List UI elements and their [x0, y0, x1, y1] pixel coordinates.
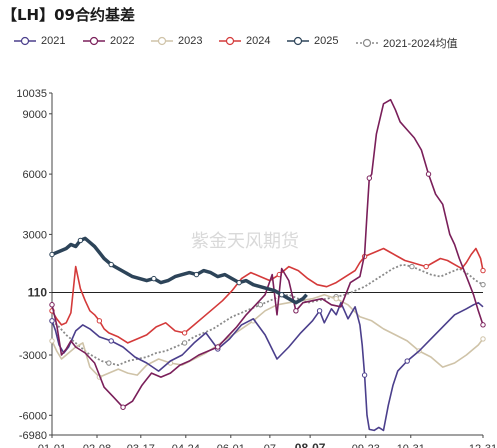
x-tick-label: 12-31	[469, 443, 497, 448]
series-marker	[49, 302, 55, 308]
series-marker	[236, 279, 242, 286]
chart-canvas: 10035 9000 6000 3000 110 -3000 -6000 -698001-01…	[16, 88, 497, 448]
series-marker	[106, 360, 112, 366]
series-marker	[279, 292, 285, 298]
series-marker	[404, 358, 410, 364]
legend-swatch-icon	[287, 36, 309, 46]
x-tick-label: 01-01	[38, 443, 66, 448]
series-marker	[120, 404, 126, 410]
series-marker	[49, 338, 55, 344]
legend-item-2023: 2023	[151, 35, 202, 47]
series-marker	[96, 318, 103, 324]
y-tick-label: -6000	[19, 410, 47, 422]
x-tick-label: 06-01	[217, 443, 245, 448]
series-marker	[215, 344, 221, 350]
legend-item-2024: 2024	[219, 35, 270, 47]
series-marker	[316, 308, 323, 314]
x-tick-label: 10-31	[397, 443, 425, 448]
series-marker	[480, 281, 486, 288]
x-tick-label: 07	[264, 443, 276, 448]
series-marker	[181, 340, 188, 346]
legend-swatch-icon	[219, 36, 241, 46]
legend-swatch-icon	[14, 36, 36, 46]
y-tick-label: -3000	[19, 350, 47, 362]
y-tick-label: 6000	[23, 169, 47, 181]
x-tick-label: 04-24	[172, 443, 200, 448]
watermark: 紫金天风期货	[191, 231, 299, 252]
series-marker	[366, 175, 373, 181]
y-tick-label: 10035	[16, 88, 47, 100]
y-tick-label: -6980	[19, 430, 47, 442]
series-marker	[151, 275, 157, 282]
chart-title: 【LH】09合约基差	[2, 6, 135, 24]
series-line-2022	[51, 98, 484, 409]
series-marker	[423, 263, 429, 270]
legend-label: 2022	[110, 35, 135, 47]
series-marker	[49, 251, 55, 258]
legend-swatch-icon	[356, 38, 378, 48]
legend-label: 2021	[41, 35, 66, 47]
series-marker	[193, 271, 200, 278]
legend-item-2022: 2022	[83, 35, 134, 47]
series-marker	[77, 237, 84, 244]
series-marker	[480, 336, 486, 342]
series-marker	[480, 267, 486, 274]
series-marker	[181, 330, 188, 336]
legend-label: 2021-2024均值	[383, 38, 458, 50]
series-marker	[293, 308, 299, 314]
legend-label: 2025	[314, 35, 339, 47]
y-tick-label: 3000	[23, 229, 47, 241]
legend-swatch-icon	[151, 36, 173, 46]
legend-swatch-icon	[83, 36, 105, 46]
series-marker	[49, 318, 55, 324]
legend-label: 2024	[246, 35, 271, 47]
series-marker	[333, 296, 339, 302]
x-tick-label: 08-07	[295, 441, 326, 448]
series-marker	[361, 372, 368, 378]
series-line-2021	[51, 301, 484, 432]
series-marker	[108, 338, 114, 344]
series-marker	[257, 302, 264, 308]
y-tick-label: 110	[28, 285, 48, 299]
series-line-2024	[51, 247, 484, 344]
y-tick-label: 9000	[23, 109, 47, 121]
x-tick-label: 03-17	[127, 443, 155, 448]
x-tick-label: 02-08	[83, 443, 111, 448]
legend-item-2021-2024均值: 2021-2024均值	[356, 35, 458, 51]
series-marker	[108, 261, 114, 268]
x-tick-label: 09-23	[352, 443, 380, 448]
series-marker	[425, 171, 432, 177]
series-marker	[409, 263, 415, 270]
legend-label: 2023	[178, 35, 203, 47]
series-marker	[480, 322, 486, 328]
legend-item-2025: 2025	[287, 35, 338, 47]
series-line-2025	[51, 236, 308, 305]
legend: 2021 2022 2023 2024 2025 2021-2024均值	[14, 35, 494, 51]
legend-item-2021: 2021	[14, 35, 65, 47]
